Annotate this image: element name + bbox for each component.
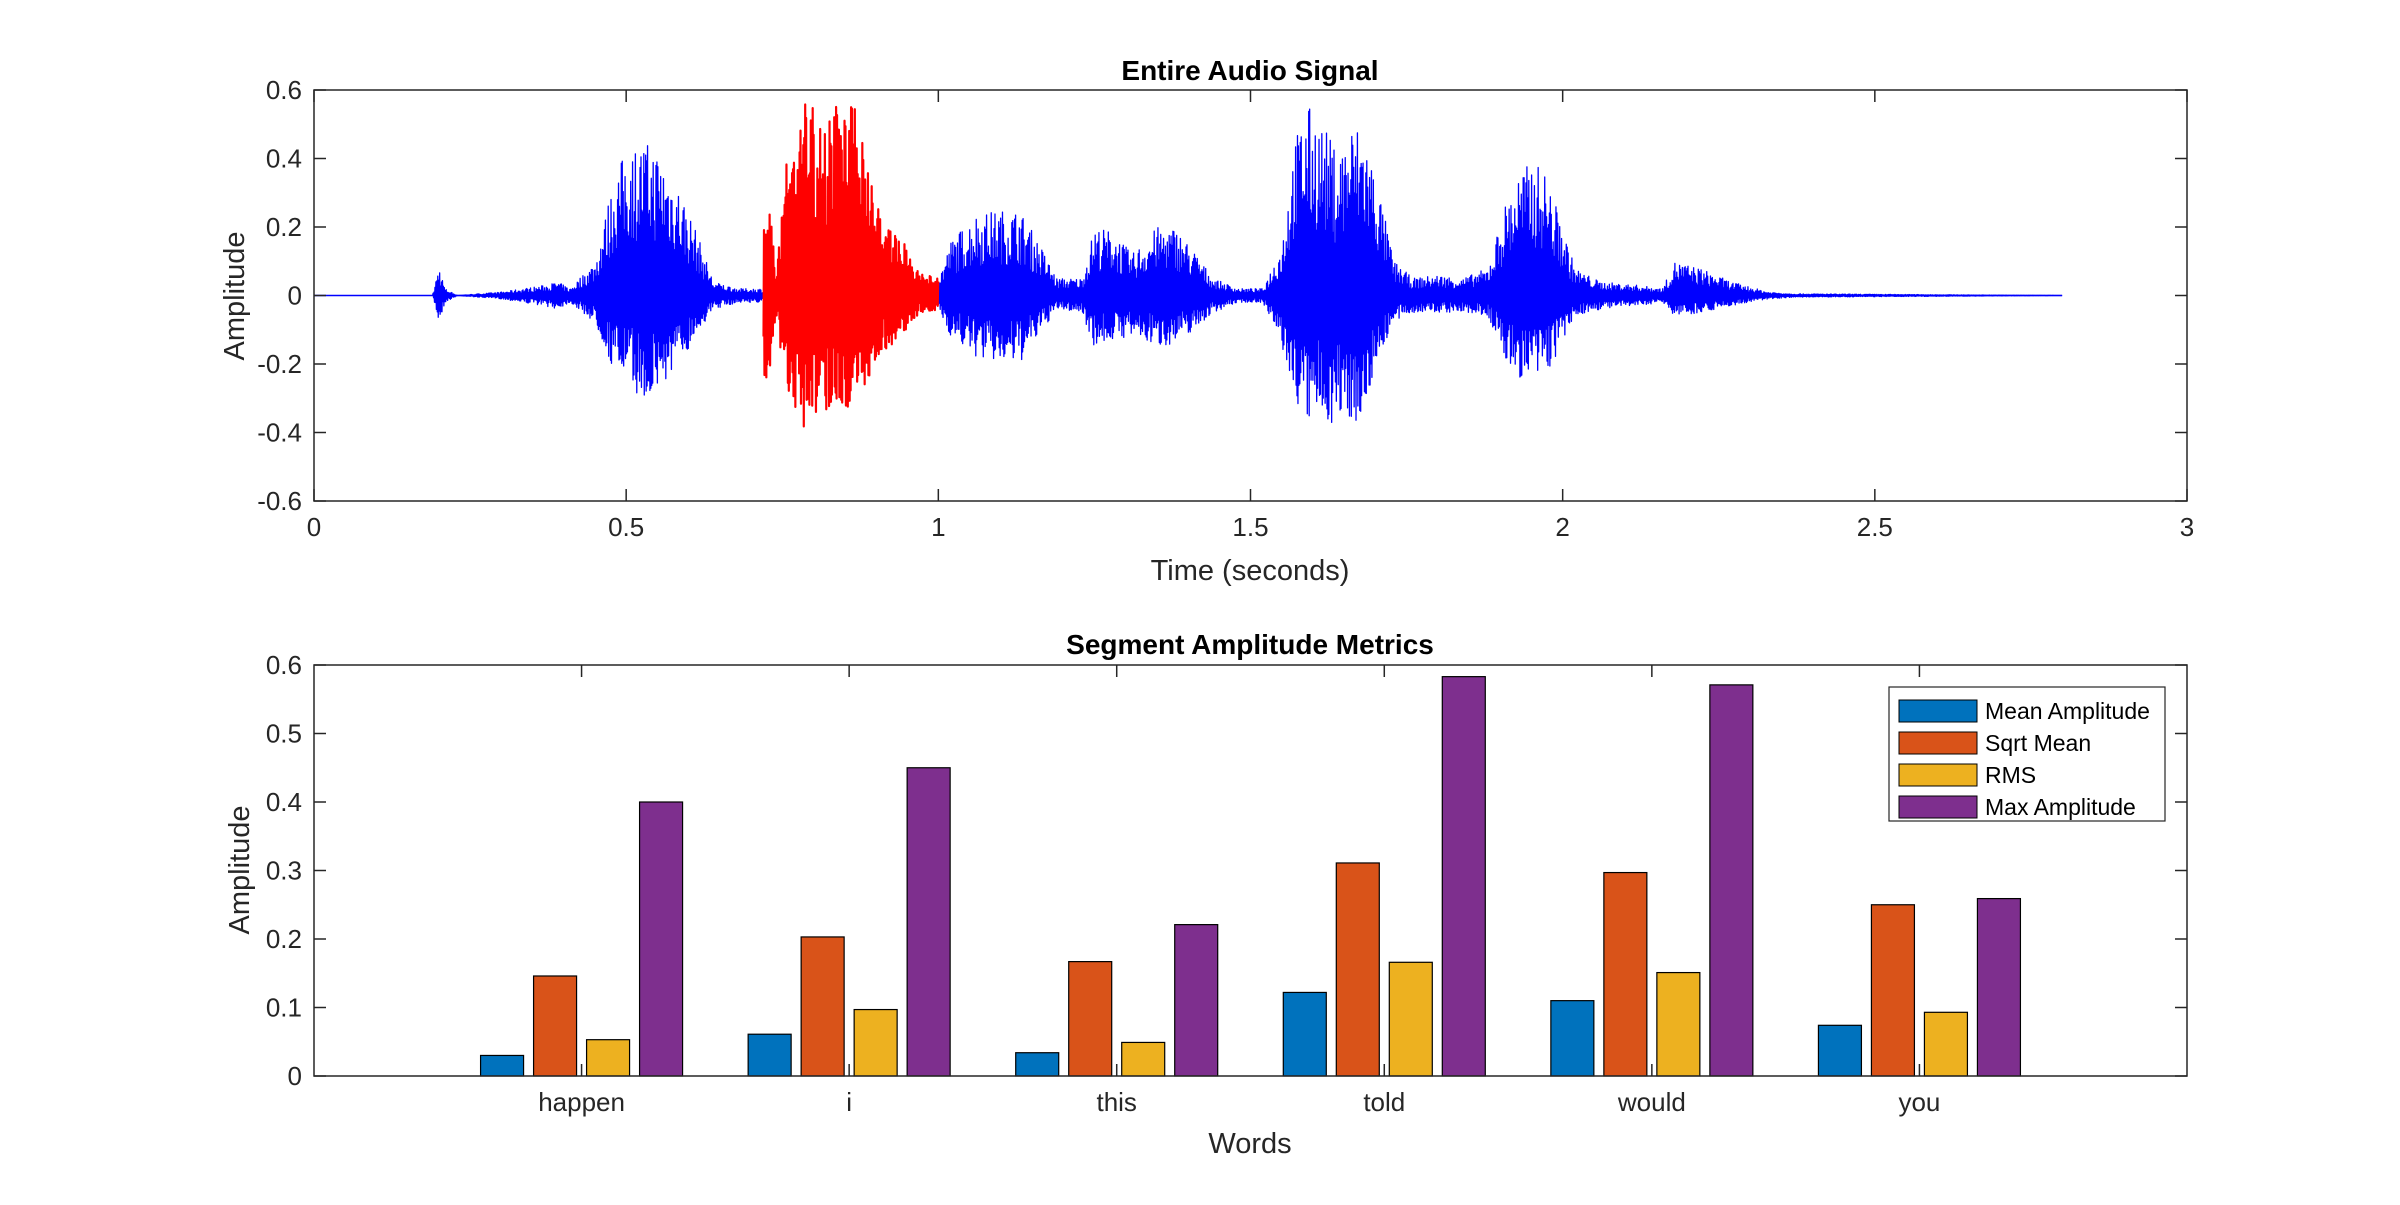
- bar-this-sqrt-mean: [1068, 961, 1113, 1077]
- legend-label-mean-amplitude: Mean Amplitude: [1985, 698, 2150, 724]
- signal-x-tick-label: 2.5: [1857, 512, 1893, 542]
- bar-would-sqrt-mean: [1603, 871, 1648, 1077]
- signal-chart-title: Entire Audio Signal: [1121, 55, 1378, 86]
- bar-marks: [479, 676, 2022, 1077]
- bar-you-mean-amplitude: [1817, 1024, 1863, 1077]
- signal-x-tick-label: 0: [307, 512, 321, 542]
- legend-entries: Mean Amplitude Sqrt Mean RMS Max Amplitude: [1898, 698, 2150, 820]
- signal-y-axis-label: Amplitude: [219, 232, 251, 361]
- bar-told-rms: [1388, 961, 1433, 1077]
- bar-category-label: happen: [538, 1087, 625, 1117]
- legend-label-max-amplitude: Max Amplitude: [1985, 794, 2136, 820]
- signal-x-axis-label: Time (seconds): [1151, 555, 1350, 587]
- signal-waveform-blue-left: [431, 145, 764, 396]
- bar-y-tick-label: 0: [288, 1061, 302, 1091]
- bar-told-sqrt-mean: [1335, 862, 1380, 1077]
- signal-x-tick-label: 1.5: [1232, 512, 1268, 542]
- signal-x-tick-label: 3: [2180, 512, 2194, 542]
- signal-y-tick-label: 0.4: [266, 144, 302, 174]
- bar-would-mean-amplitude: [1550, 1000, 1595, 1077]
- bar-i-rms: [853, 1008, 898, 1077]
- bar-happen-mean-amplitude: [479, 1054, 525, 1077]
- bar-this-mean-amplitude: [1015, 1052, 1060, 1077]
- bar-you-sqrt-mean: [1870, 904, 1916, 1077]
- signal-ticks: 0 0.5 1 1.5 2 2.5 3 -0.6 -0.4 -0.2 0 0.2 0.4 0.6: [257, 75, 2194, 542]
- legend-swatch-max-amplitude: [1898, 795, 1978, 819]
- signal-y-tick-label: 0: [288, 281, 302, 311]
- bar-y-tick-label: 0.5: [266, 719, 302, 749]
- bar-category-label: would: [1617, 1087, 1686, 1117]
- bar-category-label: this: [1096, 1087, 1136, 1117]
- legend-label-rms: RMS: [1985, 762, 2036, 788]
- bar-you-rms: [1923, 1011, 1969, 1077]
- signal-x-tick-label: 1: [931, 512, 945, 542]
- bar-y-axis-label: Amplitude: [224, 806, 256, 935]
- signal-waveform-blue-right: [937, 108, 2063, 424]
- bar-x-axis-label: Words: [1208, 1128, 1291, 1160]
- bar-y-tick-label: 0.1: [266, 993, 302, 1023]
- bar-told-max-amplitude: [1441, 676, 1486, 1077]
- bar-y-tick-label: 0.2: [266, 924, 302, 954]
- audio-signal-panel: 0 0.5 1 1.5 2 2.5 3 -0.6 -0.4 -0.2 0 0.2 0.4 0.6 Enti…: [219, 55, 2194, 587]
- bar-would-max-amplitude: [1709, 684, 1754, 1077]
- signal-waveform-red-segment: [762, 103, 940, 428]
- bar-chart-title: Segment Amplitude Metrics: [1066, 629, 1434, 660]
- signal-y-tick-label: 0.6: [266, 75, 302, 105]
- segment-metrics-panel: happen i this told would you 0 0.1 0.2 0.3 0.4 0.5 0…: [224, 629, 2188, 1160]
- legend-label-sqrt-mean: Sqrt Mean: [1985, 730, 2091, 756]
- signal-x-tick-label: 0.5: [608, 512, 644, 542]
- signal-y-tick-label: -0.6: [257, 486, 302, 516]
- legend-swatch-mean-amplitude: [1898, 699, 1978, 723]
- signal-waveforms: [314, 103, 2063, 428]
- bar-y-tick-label: 0.3: [266, 856, 302, 886]
- bar-this-rms: [1121, 1041, 1166, 1077]
- bar-this-max-amplitude: [1174, 924, 1219, 1077]
- bar-category-label: i: [846, 1087, 852, 1117]
- bar-category-label: told: [1363, 1087, 1405, 1117]
- legend-swatch-sqrt-mean: [1898, 731, 1978, 755]
- legend-swatch-rms: [1898, 763, 1978, 787]
- signal-x-tick-label: 2: [1555, 512, 1569, 542]
- bar-ticks: happen i this told would you 0 0.1 0.2 0.3 0.4 0.5 0…: [266, 650, 2187, 1117]
- bar-you-max-amplitude: [1976, 897, 2022, 1077]
- bar-i-sqrt-mean: [800, 936, 845, 1077]
- bar-i-max-amplitude: [906, 767, 951, 1077]
- bar-happen-max-amplitude: [638, 801, 684, 1077]
- bar-happen-sqrt-mean: [532, 975, 578, 1077]
- signal-y-tick-label: 0.2: [266, 212, 302, 242]
- bar-told-mean-amplitude: [1282, 991, 1327, 1077]
- signal-y-tick-label: -0.4: [257, 418, 302, 448]
- bar-i-mean-amplitude: [747, 1033, 792, 1077]
- signal-y-tick-label: -0.2: [257, 349, 302, 379]
- legend: Mean Amplitude Sqrt Mean RMS Max Amplitude: [1888, 686, 2166, 822]
- bar-y-tick-label: 0.6: [266, 650, 302, 680]
- bar-category-label: you: [1898, 1087, 1940, 1117]
- bar-happen-rms: [585, 1039, 631, 1077]
- bar-would-rms: [1656, 971, 1701, 1077]
- bar-y-tick-label: 0.4: [266, 787, 302, 817]
